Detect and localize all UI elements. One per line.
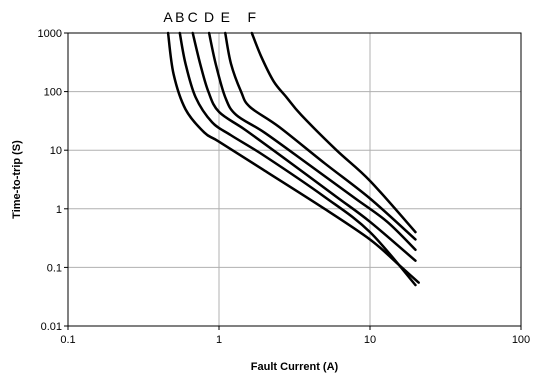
series-layer [166, 31, 420, 287]
series-curve-d [207, 31, 417, 252]
x-tick-label: 100 [512, 334, 530, 346]
plot-frame [67, 32, 522, 327]
x-axis-title: Fault Current (A) [251, 361, 339, 373]
y-tick-label: 0.01 [41, 321, 62, 333]
curve-label-b: B [175, 9, 184, 25]
curve-label-c: C [188, 9, 198, 25]
y-tick-label: 100 [44, 87, 62, 99]
curve-label-d: D [204, 9, 214, 25]
x-tick-label: 0.1 [60, 334, 75, 346]
curve-label-a: A [163, 9, 173, 25]
y-tick-label: 10 [50, 145, 62, 157]
y-tick-label: 1 [56, 204, 62, 216]
series-curve-e [224, 31, 417, 241]
curve-label-f: F [248, 9, 257, 25]
curve-label-e: E [221, 9, 230, 25]
series-curve-a [166, 31, 420, 284]
y-tick-label: 1000 [38, 28, 62, 40]
series-curve-c [191, 31, 417, 262]
series-curve-b [178, 31, 417, 287]
grid-layer [67, 32, 522, 327]
y-axis-title: Time-to-trip (S) [11, 140, 23, 219]
x-tick-label: 10 [364, 334, 376, 346]
y-tick-label: 0.1 [47, 262, 62, 274]
series-curve-f [250, 31, 417, 234]
x-tick-label: 1 [216, 334, 222, 346]
